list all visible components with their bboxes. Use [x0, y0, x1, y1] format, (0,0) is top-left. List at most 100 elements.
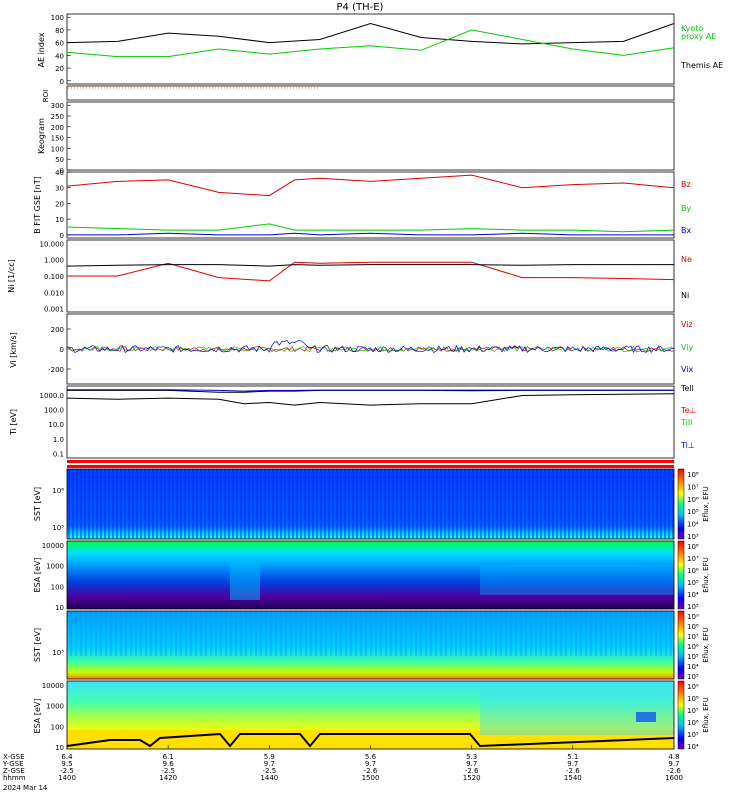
- legend-viz: Viz: [681, 320, 693, 329]
- colorbar-0: [677, 468, 685, 540]
- ae-ylabel: AE index: [37, 32, 46, 67]
- t-lines-series-3: [67, 389, 674, 392]
- legend-till: Till: [680, 418, 692, 427]
- ae-ticks-label-2: 40: [55, 52, 64, 60]
- b-lines-series-2: [67, 232, 674, 236]
- density-lines: [66, 261, 675, 282]
- ae-ticks-label-0: 0: [60, 78, 64, 86]
- b-ticks-label-2: 20: [55, 200, 64, 208]
- legend-teperp: Te⊥: [680, 406, 696, 415]
- esa-electron-panel: ESA [eV] 10000 1000 100 10: [33, 680, 675, 752]
- keo-ticks-label-4: 200: [51, 124, 64, 132]
- keo-ticks-label-1: 50: [55, 156, 64, 164]
- v-ticks-label-2: -200: [48, 366, 64, 374]
- bfield-ylabel: B FIT GSE [nT]: [33, 176, 42, 234]
- b-lines-series-1: [66, 223, 675, 233]
- colorbar-1-tick-5: 10³: [687, 603, 699, 611]
- keo-ticks-label-0: 0: [60, 167, 64, 175]
- velocity-ticks: 200 0 -200: [48, 326, 71, 374]
- x-hhmm-tick-1: 1420: [159, 774, 177, 782]
- colorbar-2-tick-6: 10³: [687, 673, 699, 681]
- esai-ticks-label-1: 1000: [46, 563, 64, 571]
- keogram-ylabel: Keogram: [37, 118, 46, 154]
- ae-lines-series-0: [66, 22, 675, 45]
- x-ygse-tick-3: 9.7: [365, 760, 376, 768]
- x-hhmm-tick-4: 1520: [463, 774, 481, 782]
- n-lines-series-0: [67, 261, 675, 282]
- x-zgse-tick-5: -2.6: [566, 767, 580, 775]
- ae-lines: [66, 22, 675, 58]
- t-ticks-label-2: 10.0: [48, 421, 64, 429]
- b-ticks-label-3: 30: [55, 185, 64, 193]
- sst-ion-tick-1: 10⁵: [52, 524, 64, 532]
- x-zgse-tick-0: -2.5: [60, 767, 74, 775]
- colorbar-3-tick-2: 10⁷: [687, 707, 699, 715]
- legend-by: By: [681, 204, 691, 213]
- velocity-series-2: [66, 339, 675, 354]
- sst-electron-ylabel: SST [eV]: [33, 628, 42, 662]
- legend-bz: Bz: [681, 180, 691, 189]
- x-ygse-tick-4: 9.7: [466, 760, 477, 768]
- esae-ticks-label-3: 10: [55, 744, 64, 752]
- x-xgse-tick-2: 5.9: [264, 753, 275, 761]
- keo-ticks-label-2: 100: [51, 145, 64, 153]
- colorbar-3-tick-3: 10⁶: [687, 719, 699, 727]
- colorbar-3-tick-5: 10⁴: [687, 743, 699, 751]
- x-xgse-tick-0: 6.4: [61, 753, 73, 761]
- t-ticks-label-0: 1000.0: [40, 392, 65, 400]
- colorbar-2-tick-1: 10⁸: [687, 623, 699, 631]
- x-axis-annotation: X-GSE 6.4 6.1 5.9 5.6 5.3 5.1 4.8 Y-GSE 9.5 9.6 9.7…: [2, 745, 683, 792]
- x-hhmm-tick-0: 1400: [58, 774, 76, 782]
- colorbar-1-label: Eflux, EFU: [702, 557, 710, 592]
- colorbar-1-tick-3: 10⁵: [687, 579, 699, 587]
- x-row-label-0: X-GSE: [3, 753, 25, 761]
- bfield-panel: B FIT GSE [nT] 0 10 20 30 40 Bz By Bx: [33, 169, 691, 240]
- x-ygse-tick-0: 9.5: [61, 760, 72, 768]
- keo-ticks-label-5: 250: [51, 113, 64, 121]
- x-xgse-tick-3: 5.6: [365, 753, 377, 761]
- ae-ticks-label-4: 80: [55, 27, 64, 35]
- legend-bx: Bx: [681, 226, 691, 235]
- t-ticks-label-1: 100.0: [44, 407, 64, 415]
- temperature-ticks: 1000.0 100.0 10.0 1.0 0.1: [40, 392, 65, 459]
- v-ticks-label-0: 200: [51, 326, 64, 334]
- b-lines-series-0: [66, 174, 675, 197]
- colorbar-0-tick-5: 10³: [687, 533, 699, 541]
- keo-ticks-label-3: 150: [51, 135, 64, 143]
- colorbar-0-tick-0: 10⁸: [687, 471, 699, 479]
- x-xgse-tick-1: 6.1: [163, 753, 174, 761]
- x-date-label: 2024 Mar 14: [3, 784, 48, 792]
- colorbar-1: [677, 540, 685, 610]
- x-ygse-tick-1: 9.6: [163, 760, 175, 768]
- x-ygse-tick-2: 9.7: [264, 760, 275, 768]
- colorbar-1-tick-1: 10⁷: [687, 555, 699, 563]
- b-ticks-label-0: 0: [60, 232, 64, 240]
- n-ticks-label-2: 0.100: [44, 273, 64, 281]
- n-ticks-label-0: 10.000: [40, 240, 65, 248]
- x-row-label-1: Y-GSE: [2, 760, 24, 768]
- x-zgse-tick-2: -2.5: [262, 767, 276, 775]
- temperature-lines: [66, 389, 675, 406]
- esai-ticks-label-0: 10000: [42, 542, 64, 550]
- colorbar-3-label: Eflux, EFU: [702, 697, 710, 732]
- colorbar-2-tick-0: 10⁹: [687, 613, 699, 621]
- ae-lines-series-1: [66, 29, 675, 58]
- v-ticks-label-1: 0: [60, 346, 64, 354]
- n-ticks-label-4: 0.001: [44, 306, 64, 314]
- colorbar-3-tick-4: 10⁵: [687, 731, 699, 739]
- colorbar-3-tick-0: 10⁹: [687, 683, 699, 691]
- esa-ion-ylabel: ESA [eV]: [33, 558, 42, 593]
- ae-ticks-label-3: 60: [55, 40, 64, 48]
- density-ylabel: Ni [1/cc]: [7, 259, 16, 293]
- t-ticks-label-4: 0.1: [53, 451, 64, 459]
- velocity-lines: [66, 339, 675, 354]
- x-zgse-tick-4: -2.6: [465, 767, 479, 775]
- ae-panel: AE index 0 20 40 60 80 100 Kyoto proxy AE The…: [37, 13, 723, 86]
- sst-electron-panel: SST [eV] 10⁵: [33, 610, 675, 680]
- roi-panel: ROI: [42, 85, 675, 102]
- b-ticks-label-1: 10: [55, 216, 64, 224]
- x-xgse-tick-5: 5.1: [567, 753, 578, 761]
